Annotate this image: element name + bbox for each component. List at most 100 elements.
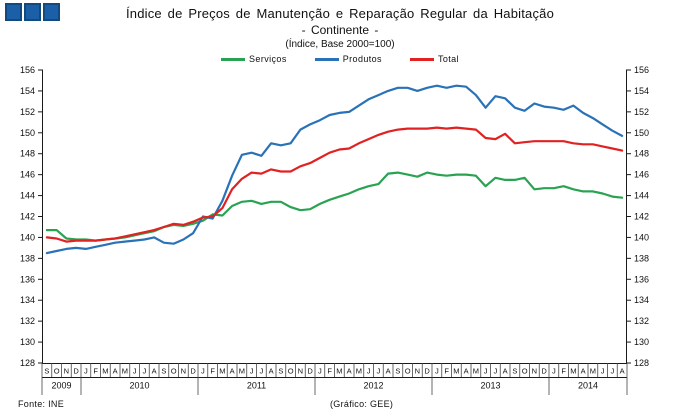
- month-label: O: [405, 367, 411, 376]
- series-line-servicos: [45, 171, 624, 242]
- month-label: D: [307, 367, 313, 376]
- logo-square: [5, 3, 22, 21]
- y-axis-label-right: 144: [634, 191, 649, 201]
- month-label: N: [298, 367, 303, 376]
- legend-label-servicos: Serviços: [249, 54, 287, 64]
- month-label: S: [161, 367, 166, 376]
- month-label: M: [122, 367, 128, 376]
- month-label: F: [561, 367, 566, 376]
- y-axis-label-left: 146: [20, 170, 35, 180]
- month-label: S: [512, 367, 517, 376]
- y-axis-label-right: 154: [634, 86, 649, 96]
- month-label: A: [269, 367, 274, 376]
- legend: Serviços Produtos Total: [0, 54, 680, 64]
- y-axis-label-right: 136: [634, 274, 649, 284]
- y-axis-label-right: 150: [634, 128, 649, 138]
- year-label: 2014: [578, 381, 598, 391]
- y-axis-label-left: 152: [20, 107, 35, 117]
- month-label: D: [190, 367, 196, 376]
- month-label: J: [201, 367, 205, 376]
- y-axis-label-left: 154: [20, 86, 35, 96]
- month-label: A: [152, 367, 157, 376]
- y-axis-label-left: 132: [20, 316, 35, 326]
- y-axis-label-right: 128: [634, 358, 649, 368]
- month-label: J: [552, 367, 556, 376]
- logo-square: [24, 3, 41, 21]
- gee-logo: [5, 3, 60, 21]
- y-axis-label-left: 148: [20, 149, 35, 159]
- month-label: A: [347, 367, 352, 376]
- y-axis-label-left: 130: [20, 337, 35, 347]
- y-axis-label-left: 156: [20, 65, 35, 75]
- month-label: J: [260, 367, 264, 376]
- month-label: O: [522, 367, 528, 376]
- legend-swatch-total: [409, 57, 434, 61]
- month-label: J: [484, 367, 488, 376]
- y-axis-label-left: 138: [20, 253, 35, 263]
- legend-label-total: Total: [437, 54, 459, 64]
- month-label: J: [367, 367, 371, 376]
- series-line-total: [45, 126, 624, 243]
- y-axis-label-left: 144: [20, 191, 35, 201]
- month-label: A: [581, 367, 586, 376]
- y-axis-label-left: 136: [20, 274, 35, 284]
- month-label: O: [171, 367, 177, 376]
- source-note: Fonte: INE: [18, 399, 65, 409]
- month-label: A: [503, 367, 508, 376]
- year-label: 2012: [363, 381, 383, 391]
- month-label: M: [453, 367, 459, 376]
- month-label: J: [494, 367, 498, 376]
- month-label: M: [102, 367, 108, 376]
- month-label: O: [288, 367, 294, 376]
- legend-item-total: Total: [409, 54, 459, 64]
- month-label: J: [143, 367, 147, 376]
- y-axis-label-right: 140: [634, 232, 649, 242]
- y-axis-label-left: 142: [20, 212, 35, 222]
- month-label: A: [113, 367, 118, 376]
- y-axis-label-right: 156: [634, 65, 649, 75]
- month-label: O: [54, 367, 60, 376]
- chart-subtitle: - Continente -: [301, 23, 379, 37]
- month-label: J: [435, 367, 439, 376]
- y-axis-label-right: 134: [634, 295, 649, 305]
- month-label: N: [181, 367, 186, 376]
- y-axis-label-left: 140: [20, 232, 35, 242]
- month-label: D: [541, 367, 547, 376]
- month-label: F: [210, 367, 215, 376]
- month-label: S: [44, 367, 49, 376]
- month-label: S: [278, 367, 283, 376]
- month-label: D: [73, 367, 79, 376]
- month-label: A: [620, 367, 625, 376]
- legend-item-servicos: Serviços: [221, 54, 287, 64]
- month-label: S: [395, 367, 400, 376]
- month-label: D: [424, 367, 430, 376]
- month-label: A: [464, 367, 469, 376]
- month-label: J: [601, 367, 605, 376]
- month-label: M: [336, 367, 342, 376]
- legend-label-produtos: Produtos: [342, 54, 382, 64]
- month-label: J: [133, 367, 137, 376]
- series-line-produtos: [45, 84, 624, 255]
- month-label: A: [230, 367, 235, 376]
- y-axis-label-right: 148: [634, 149, 649, 159]
- y-axis-label-right: 146: [634, 170, 649, 180]
- year-label: 2013: [480, 381, 500, 391]
- month-label: J: [318, 367, 322, 376]
- month-label: F: [444, 367, 449, 376]
- month-label: A: [386, 367, 391, 376]
- chart-credit-note: (Gráfico: GEE): [330, 399, 394, 409]
- legend-item-produtos: Produtos: [314, 54, 382, 64]
- month-label: M: [570, 367, 576, 376]
- month-label: M: [590, 367, 596, 376]
- month-label: J: [250, 367, 254, 376]
- year-label: 2010: [129, 381, 149, 391]
- month-label: N: [532, 367, 537, 376]
- y-axis-label-right: 130: [634, 337, 649, 347]
- year-label: 2011: [247, 381, 266, 391]
- y-axis-label-left: 134: [20, 295, 35, 305]
- y-axis-label-right: 138: [634, 253, 649, 263]
- month-label: J: [377, 367, 381, 376]
- y-axis-label-right: 152: [634, 107, 649, 117]
- month-label: M: [239, 367, 245, 376]
